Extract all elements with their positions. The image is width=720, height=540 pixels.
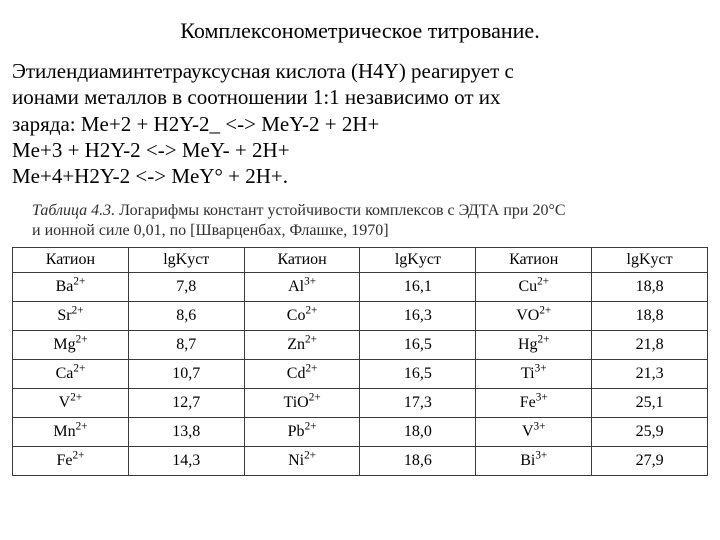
intro-line-2: ионами металлов в соотношении 1:1 незави… [12, 84, 708, 110]
page-title: Комплексонометрическое титрование. [12, 18, 708, 44]
table-cell: Cd2+ [244, 360, 360, 389]
table-cell: 21,8 [592, 331, 708, 360]
table-cell: 18,6 [360, 447, 476, 476]
col-header: lgKуст [360, 248, 476, 273]
table-cell: 25,1 [592, 389, 708, 418]
table-row: V2+12,7TiO2+17,3Fe3+25,1 [13, 389, 708, 418]
table-row: Fe2+14,3Ni2+18,6Bi3+27,9 [13, 447, 708, 476]
table-cell: Ba2+ [13, 273, 129, 302]
table-cell: Fe2+ [13, 447, 129, 476]
table-row: Sr2+8,6Co2+16,3VO2+18,8 [13, 302, 708, 331]
col-header: Катион [13, 248, 129, 273]
table-cell: Ni2+ [244, 447, 360, 476]
table-cell: 8,7 [128, 331, 244, 360]
table-cell: Mn2+ [13, 418, 129, 447]
table-cell: 17,3 [360, 389, 476, 418]
table-cell: Sr2+ [13, 302, 129, 331]
table-caption-rest2: и ионной силе 0,01, по [Шварценбах, Флаш… [32, 222, 389, 239]
table-cell: Hg2+ [476, 331, 592, 360]
table-cell: 14,3 [128, 447, 244, 476]
table-cell: 7,8 [128, 273, 244, 302]
intro-line-4: Me+3 + H2Y-2 <-> MeY- + 2H+ [12, 138, 290, 162]
stability-constants-table: Катион lgKуст Катион lgKуст Катион lgKус… [12, 247, 708, 476]
table-cell: 18,8 [592, 273, 708, 302]
col-header: lgKуст [128, 248, 244, 273]
table-row: Mg2+8,7Zn2+16,5Hg2+21,8 [13, 331, 708, 360]
table-cell: 16,1 [360, 273, 476, 302]
table-cell: 18,0 [360, 418, 476, 447]
table-header-row: Катион lgKуст Катион lgKуст Катион lgKус… [13, 248, 708, 273]
table-cell: Bi3+ [476, 447, 592, 476]
table-head: Катион lgKуст Катион lgKуст Катион lgKус… [13, 248, 708, 273]
page: Комплексонометрическое титрование. Этиле… [0, 0, 720, 540]
table-cell: Mg2+ [13, 331, 129, 360]
table-row: Ca2+10,7Cd2+16,5Ti3+21,3 [13, 360, 708, 389]
table-cell: TiO2+ [244, 389, 360, 418]
intro-line-1: Этилендиаминтетрауксусная кислота (H4Y) … [12, 58, 708, 84]
table-cell: 21,3 [592, 360, 708, 389]
table-cell: 16,5 [360, 360, 476, 389]
table-cell: 25,9 [592, 418, 708, 447]
table-cell: 8,6 [128, 302, 244, 331]
table-cell: Co2+ [244, 302, 360, 331]
table-caption: Таблица 4.3. Логарифмы констант устойчив… [12, 201, 708, 241]
table-cell: V2+ [13, 389, 129, 418]
table-cell: V3+ [476, 418, 592, 447]
table-cell: 18,8 [592, 302, 708, 331]
table-cell: 27,9 [592, 447, 708, 476]
intro-line-3: заряда: Me+2 + H2Y-2_ <-> MeY-2 + 2H+ [12, 112, 379, 136]
table-cell: Fe3+ [476, 389, 592, 418]
col-header: Катион [476, 248, 592, 273]
table-cell: VO2+ [476, 302, 592, 331]
table-cell: Ti3+ [476, 360, 592, 389]
intro-line-5: Me+4+H2Y-2 <-> MeY° + 2H+. [12, 164, 288, 188]
col-header: lgKуст [592, 248, 708, 273]
table-cell: 16,3 [360, 302, 476, 331]
intro-paragraph: Этилендиаминтетрауксусная кислота (H4Y) … [12, 58, 708, 189]
table-cell: Zn2+ [244, 331, 360, 360]
table-cell: 13,8 [128, 418, 244, 447]
table-cell: 16,5 [360, 331, 476, 360]
table-cell: 10,7 [128, 360, 244, 389]
table-cell: Cu2+ [476, 273, 592, 302]
table-cell: Ca2+ [13, 360, 129, 389]
table-row: Mn2+13,8Pb2+18,0V3+25,9 [13, 418, 708, 447]
table-cell: 12,7 [128, 389, 244, 418]
col-header: Катион [244, 248, 360, 273]
table-caption-lead: Таблица 4.3. [32, 202, 115, 219]
table-caption-rest1: Логарифмы констант устойчивости комплекс… [115, 202, 565, 219]
table-body: Ba2+7,8Al3+16,1Cu2+18,8Sr2+8,6Co2+16,3VO… [13, 273, 708, 476]
table-cell: Pb2+ [244, 418, 360, 447]
table-cell: Al3+ [244, 273, 360, 302]
table-row: Ba2+7,8Al3+16,1Cu2+18,8 [13, 273, 708, 302]
